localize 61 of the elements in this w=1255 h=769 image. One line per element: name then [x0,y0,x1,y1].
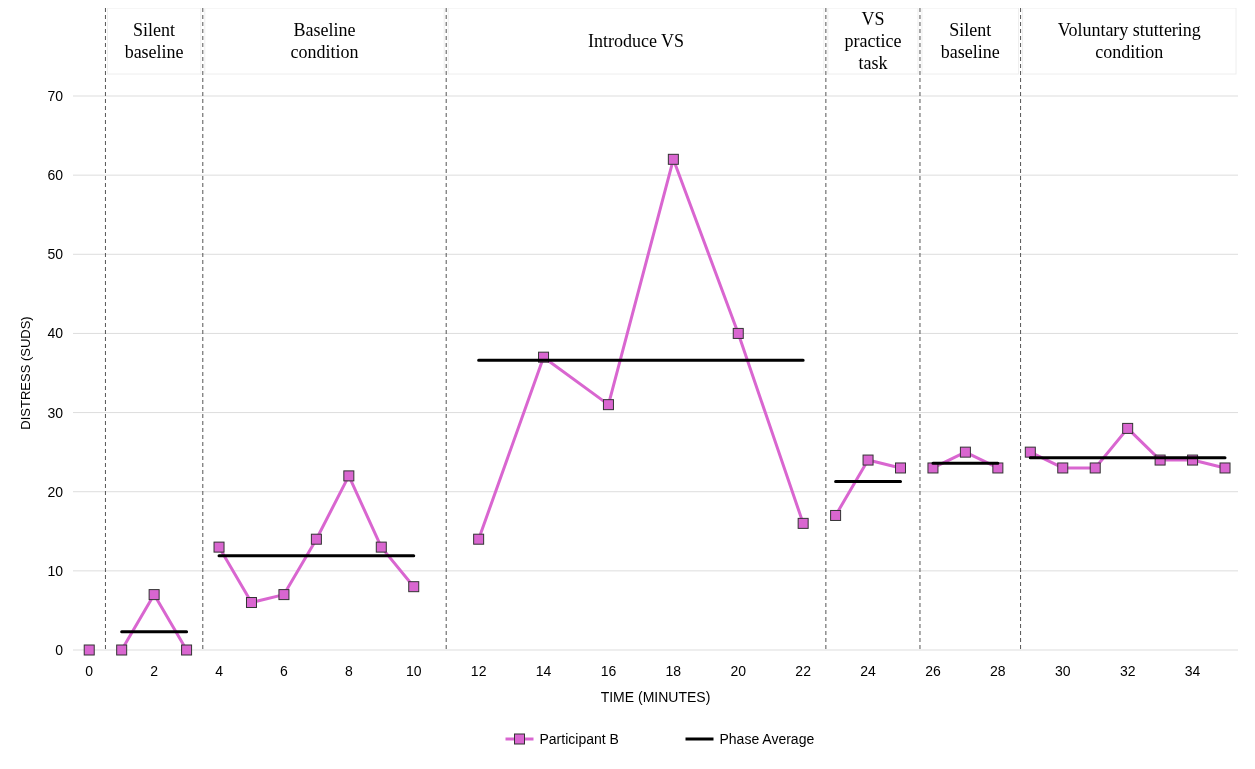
text: VS practice task [844,9,902,73]
y-tick-label: 40 [47,325,64,342]
x-tick-label: 0 [85,663,94,679]
point [310,533,322,545]
x-tick-label: 32 [1119,663,1136,679]
point [602,399,614,411]
legend-label: Participant B [539,731,619,747]
x-tick-label: 26 [925,663,941,679]
point [862,454,874,466]
x-tick-label: 6 [280,663,289,679]
point [473,533,485,545]
point [375,541,387,553]
text: Introduce VS [587,31,685,51]
point [1024,446,1036,458]
x-tick-label: 12 [470,663,487,679]
point [797,517,809,529]
point [245,597,257,609]
point [895,462,907,474]
text: Baseline condition [290,20,359,62]
y-tick-label: 60 [47,167,64,184]
x-tick-label: 2 [150,663,159,679]
point [959,446,971,458]
y-tick-label: 30 [47,404,64,421]
point [116,644,128,656]
point [732,327,744,339]
text: Voluntary stuttering condition [1057,20,1201,62]
x-tick-label: 20 [730,663,747,679]
x-tick-label: 14 [535,663,552,679]
point [343,470,355,482]
point [148,589,160,601]
x-tick-label: 18 [665,663,682,679]
point [83,644,95,656]
point [278,589,290,601]
text: Silent baseline [940,20,1000,62]
legend-label: Phase Average [719,731,815,747]
y-axis-title: DISTRESS (SUDS) [18,316,33,430]
x-axis-title: TIME (MINUTES) [600,689,711,705]
x-tick-label: 24 [860,663,877,679]
point [408,581,420,593]
point [181,644,193,656]
y-tick-label: 70 [47,88,64,104]
x-tick-label: 8 [344,663,353,679]
x-tick-label: 30 [1054,663,1071,679]
point [1219,462,1231,474]
point [1057,462,1069,474]
point [1122,422,1134,434]
x-tick-label: 16 [600,663,617,679]
x-tick-label: 34 [1184,663,1201,679]
y-tick-label: 50 [47,246,64,263]
point [667,153,679,165]
y-tick-label: 20 [47,483,64,500]
point [213,541,225,553]
x-tick-label: 4 [215,663,224,679]
point [830,509,842,521]
x-tick-label: 22 [795,663,812,679]
y-tick-label: 10 [47,562,64,579]
y-tick-label: 0 [55,642,64,658]
x-tick-label: 28 [990,663,1006,679]
point [1089,462,1101,474]
x-tick-label: 10 [405,663,422,679]
text: Silent baseline [124,20,184,62]
